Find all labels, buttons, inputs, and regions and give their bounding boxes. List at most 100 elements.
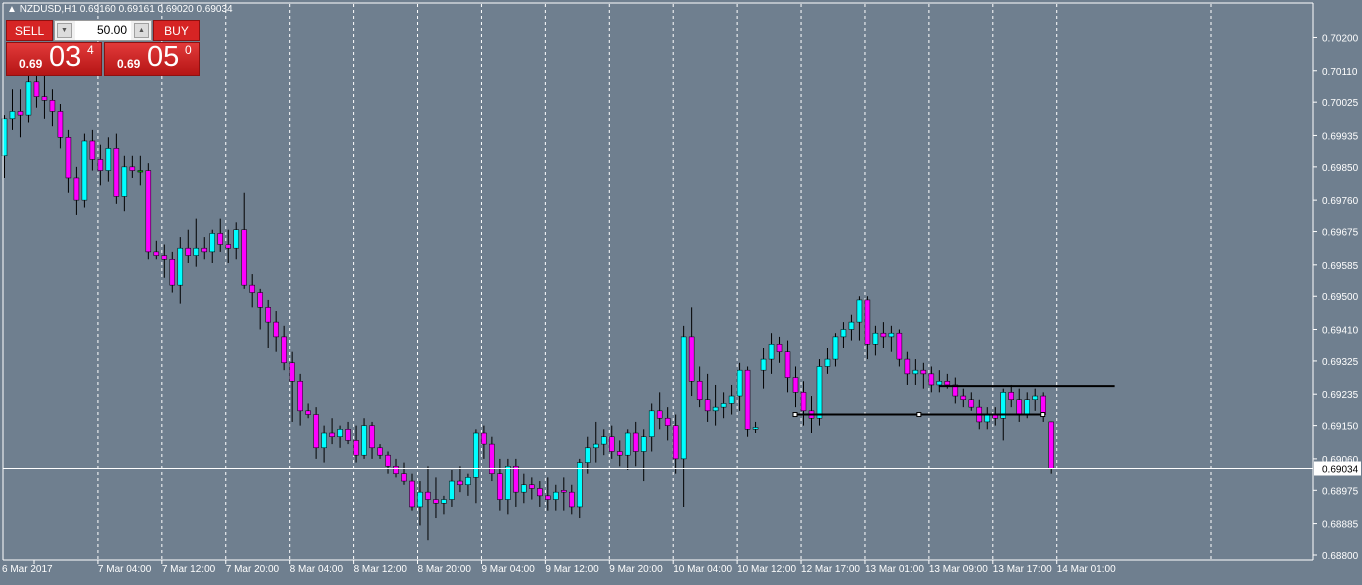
buy-button[interactable]: BUY — [153, 20, 200, 41]
buy-price-display[interactable]: 0.69 05 0 — [104, 41, 200, 76]
candle-body — [680, 336, 687, 460]
candle-body — [848, 321, 855, 330]
lot-size-input[interactable]: 50.00 — [75, 21, 131, 40]
candle-body — [1008, 392, 1014, 400]
candle-body — [361, 425, 367, 456]
candle-body — [928, 373, 935, 386]
candle-body — [305, 410, 311, 415]
candle-body — [696, 381, 703, 400]
candle-body — [648, 410, 655, 437]
candle-body — [1032, 395, 1038, 400]
candle-body — [521, 484, 527, 493]
candle-body — [481, 432, 487, 445]
collapse-arrow-icon[interactable]: ▲ — [7, 4, 20, 15]
candle-body — [121, 166, 128, 197]
y-tick-label: 0.70200 — [1322, 33, 1359, 44]
candle-body — [1024, 399, 1030, 415]
candle-body — [585, 447, 591, 463]
candle-body — [65, 137, 72, 179]
x-tick-label: 14 Mar 01:00 — [1057, 564, 1116, 575]
candle-body — [49, 100, 56, 112]
y-tick-label: 0.68975 — [1322, 486, 1359, 497]
x-tick-label: 8 Mar 12:00 — [354, 564, 408, 575]
candle-body — [393, 466, 399, 474]
candle-body — [233, 229, 239, 249]
candle-body — [257, 292, 263, 308]
x-tick-label: 10 Mar 12:00 — [737, 564, 796, 575]
candle-body — [952, 384, 959, 397]
lot-increase-button[interactable]: ▲ — [134, 23, 149, 38]
candle-body — [1048, 421, 1054, 469]
candle-body — [9, 111, 16, 120]
candle-body — [297, 381, 303, 412]
candle-body — [840, 329, 847, 338]
y-tick-label: 0.68885 — [1322, 520, 1359, 531]
x-tick-label: 12 Mar 17:00 — [801, 564, 860, 575]
candle-body — [616, 451, 623, 456]
candle-body — [57, 111, 64, 138]
candle-body — [736, 369, 743, 397]
candle-body — [1016, 399, 1022, 415]
y-tick-label: 0.69850 — [1322, 163, 1359, 174]
candle-body — [489, 443, 495, 474]
candle-body — [377, 447, 383, 456]
candle-body — [601, 436, 607, 445]
candle-body — [449, 480, 455, 500]
candle-body — [856, 299, 863, 323]
candle-body — [792, 377, 799, 393]
sell-price-display[interactable]: 0.69 03 4 — [6, 41, 102, 76]
candle-body — [784, 351, 791, 378]
lot-decrease-button[interactable]: ▼ — [57, 23, 72, 38]
candle-body — [137, 170, 144, 173]
chevron-down-icon: ▼ — [61, 27, 68, 34]
symbol-info-text: NZDUSD,H1 0.69160 0.69161 0.69020 0.6903… — [20, 4, 233, 15]
lot-size-field[interactable]: ▼ 50.00 ▲ — [54, 20, 152, 41]
x-tick-label: 8 Mar 20:00 — [418, 564, 472, 575]
candle-body — [433, 499, 439, 504]
y-tick-label: 0.69060 — [1322, 455, 1359, 466]
candle-body — [345, 429, 351, 441]
candle-body — [744, 369, 751, 430]
candle-body — [457, 480, 463, 486]
candle-body — [273, 321, 279, 338]
candle-body — [672, 425, 679, 460]
x-tick-label: 7 Mar 04:00 — [98, 564, 152, 575]
x-tick-label: 13 Mar 09:00 — [929, 564, 988, 575]
candle-body — [153, 251, 160, 256]
candle-body — [73, 177, 80, 201]
candle-body — [824, 358, 831, 367]
candle-body — [513, 466, 519, 493]
sell-button[interactable]: SELL — [6, 20, 53, 41]
candle-body — [177, 247, 184, 286]
candle-body — [465, 477, 471, 486]
candle-body — [832, 336, 839, 360]
candle-body — [353, 440, 359, 456]
level-anchor-handle — [792, 412, 798, 418]
candle-body — [241, 229, 247, 286]
candle-body — [105, 148, 112, 171]
candle-body — [688, 336, 695, 382]
one-click-trading-panel: SELL ▼ 50.00 ▲ BUY 0.69 03 4 0.69 05 0 — [6, 20, 200, 76]
candle-body — [385, 454, 391, 467]
candle-body — [816, 366, 823, 419]
candle-body — [129, 166, 136, 171]
candle-body — [329, 432, 335, 437]
candle-body — [760, 358, 767, 371]
candle-body — [561, 490, 567, 493]
y-tick-label: 0.69235 — [1322, 390, 1359, 401]
candle-body — [217, 233, 223, 245]
candle-body — [409, 480, 415, 508]
candle-body — [1040, 395, 1046, 415]
candle-body — [712, 406, 719, 412]
candle-body — [321, 432, 327, 449]
buy-price-fraction: 0 — [185, 43, 192, 57]
candle-body — [425, 491, 431, 500]
candle-body — [553, 491, 559, 500]
candle-body — [529, 484, 535, 489]
candle-body — [624, 432, 631, 456]
candle-body — [608, 436, 615, 452]
candle-body — [752, 427, 759, 430]
candle-body — [664, 417, 671, 426]
